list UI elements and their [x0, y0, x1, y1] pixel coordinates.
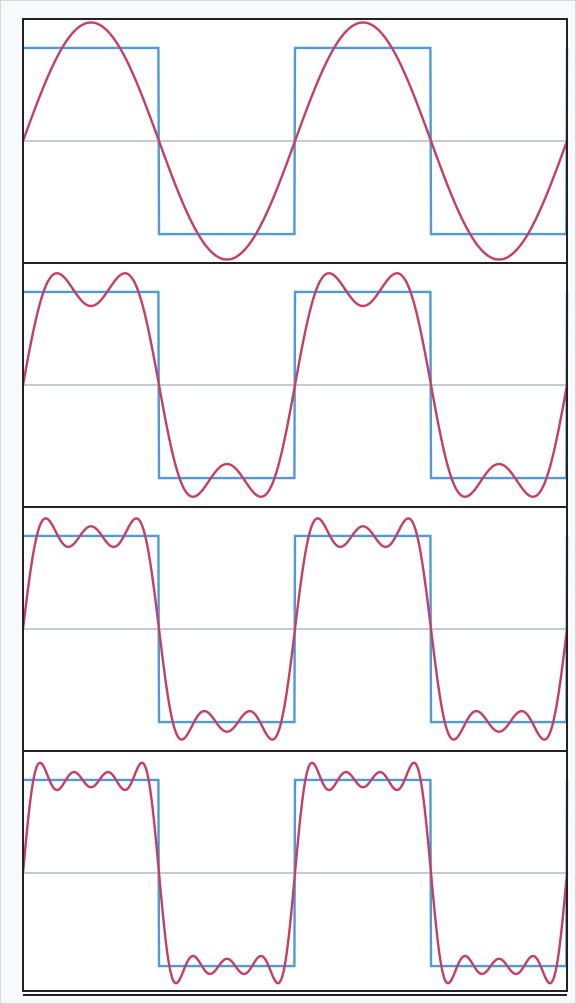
square-wave-line-3	[23, 534, 569, 724]
fourier-panel-4	[21, 752, 569, 996]
fourier-sum-line-3	[21, 517, 569, 741]
fourier-sum-line-1	[21, 21, 569, 261]
fourier-sum-line-4	[21, 761, 569, 985]
square-wave-line-1	[23, 46, 569, 236]
fourier-sum-line-2	[21, 272, 569, 498]
fourier-panel-1	[21, 20, 569, 264]
fourier-panel-2	[21, 264, 569, 508]
square-wave-line-4	[23, 778, 569, 968]
square-wave-line-2	[23, 290, 569, 480]
fourier-panel-3	[21, 508, 569, 752]
outer-border	[22, 18, 568, 992]
